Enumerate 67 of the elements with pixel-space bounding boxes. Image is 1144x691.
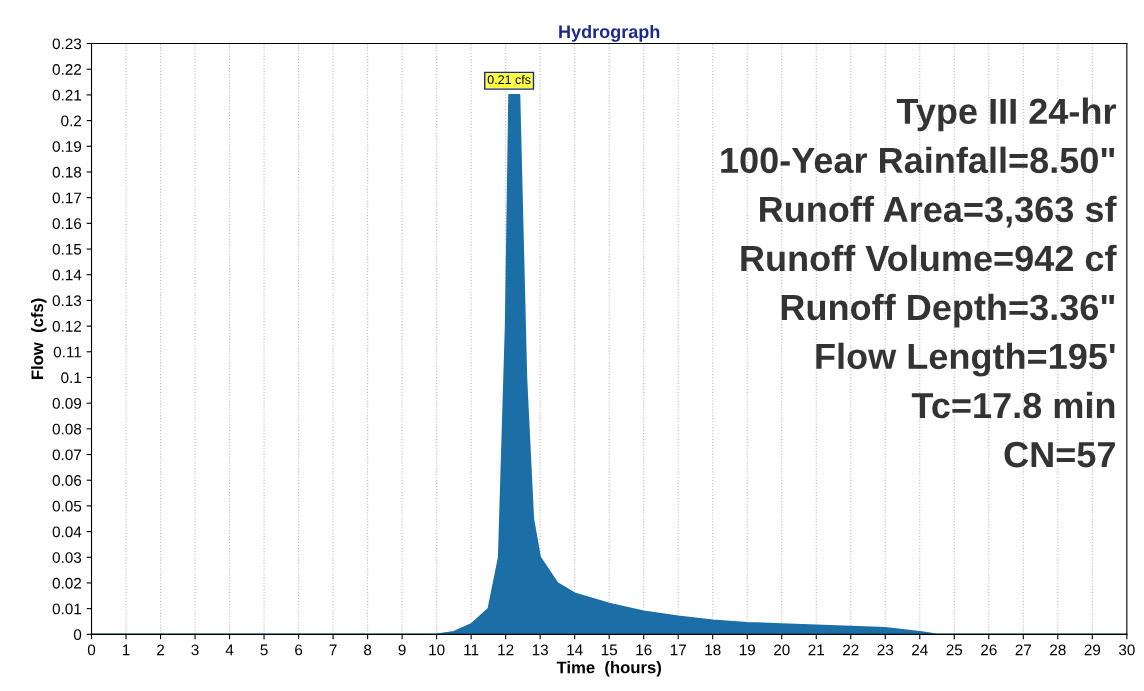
y-tick-label: 0.09 (52, 398, 82, 409)
y-tick-label: 0.2 (61, 115, 82, 127)
y-tick-label: 0.02 (52, 577, 82, 589)
y-tick-label: 0.07 (52, 449, 82, 461)
x-tick-label: 16 (636, 644, 652, 656)
x-tick-label: 29 (1084, 644, 1101, 656)
x-tick-label: 13 (532, 644, 548, 656)
x-tick-label: 2 (157, 644, 165, 656)
x-tick-label: 30 (1118, 644, 1135, 656)
y-tick-label: 0.14 (52, 269, 82, 281)
x-tick-label: 20 (774, 644, 790, 656)
x-tick-label: 8 (364, 644, 372, 656)
x-tick-label: 18 (705, 644, 721, 656)
x-tick-label: 28 (1050, 644, 1066, 656)
x-tick-label: 1 (122, 644, 130, 656)
x-tick-label: 21 (808, 644, 824, 656)
y-tick-label: 0.19 (52, 141, 82, 152)
y-tick-label: 0.15 (52, 243, 82, 255)
x-tick-label: 14 (567, 644, 583, 656)
x-tick-label: 26 (981, 644, 997, 656)
x-tick-label: 11 (464, 644, 479, 656)
y-tick-label: 0.04 (52, 526, 82, 538)
annotation: Type III 24-hr (896, 97, 1116, 132)
annotation: Tc=17.8 min (911, 391, 1115, 419)
y-tick-label: 0.23 (52, 38, 82, 50)
y-tick-label: 0.12 (52, 320, 82, 332)
x-tick-label: 17 (670, 644, 686, 656)
y-tick-label: 0.03 (52, 552, 82, 563)
y-tick-label: 0.18 (52, 166, 82, 178)
x-tick-label: 24 (912, 644, 928, 656)
x-tick-label: 4 (225, 644, 234, 656)
x-tick-label: 9 (398, 644, 406, 656)
y-tick-label: 0.08 (52, 423, 82, 435)
y-tick-label: 0.1 (61, 372, 82, 384)
chart-title: Hydrograph (559, 24, 660, 42)
x-tick-label: 0 (87, 644, 96, 656)
x-tick-label: 6 (295, 644, 303, 656)
y-tick-label: 0.13 (52, 295, 82, 307)
x-tick-label: 5 (260, 644, 268, 656)
annotation: 0.21 cfs (487, 74, 531, 85)
x-tick-label: 3 (191, 644, 199, 656)
x-tick-label: 12 (498, 644, 514, 656)
y-axis-title: Flow (cfs) (30, 298, 47, 380)
y-tick-label: 0.11 (53, 346, 82, 358)
annotation: CN=57 (1004, 441, 1115, 468)
annotation: 100-Year Rainfall=8.50" (721, 146, 1115, 174)
x-tick-label: 25 (946, 644, 963, 656)
x-axis-title: Time (hours) (556, 661, 661, 677)
x-tick-label: 7 (329, 644, 337, 656)
annotation: Flow Length=195' (816, 342, 1115, 377)
y-tick-label: 0 (73, 629, 82, 641)
y-tick-label: 0.21 (52, 89, 82, 101)
y-tick-label: 0.17 (52, 192, 82, 204)
x-tick-label: 23 (877, 644, 894, 656)
y-tick-label: 0.22 (52, 64, 82, 75)
x-tick-label: 10 (429, 644, 445, 656)
y-tick-label: 0.16 (52, 218, 82, 230)
annotation: Runoff Depth=3.36" (781, 293, 1115, 328)
x-tick-label: 15 (601, 644, 618, 656)
annotation: Runoff Area=3,363 sf (760, 195, 1117, 228)
y-tick-label: 0.05 (52, 500, 82, 512)
annotation: Runoff Volume=942 cf (741, 244, 1117, 272)
y-tick-label: 0.06 (52, 475, 82, 486)
x-tick-label: 22 (843, 644, 859, 656)
x-tick-label: 27 (1015, 644, 1032, 656)
x-tick-label: 19 (739, 644, 755, 656)
y-tick-label: 0.01 (52, 603, 82, 615)
